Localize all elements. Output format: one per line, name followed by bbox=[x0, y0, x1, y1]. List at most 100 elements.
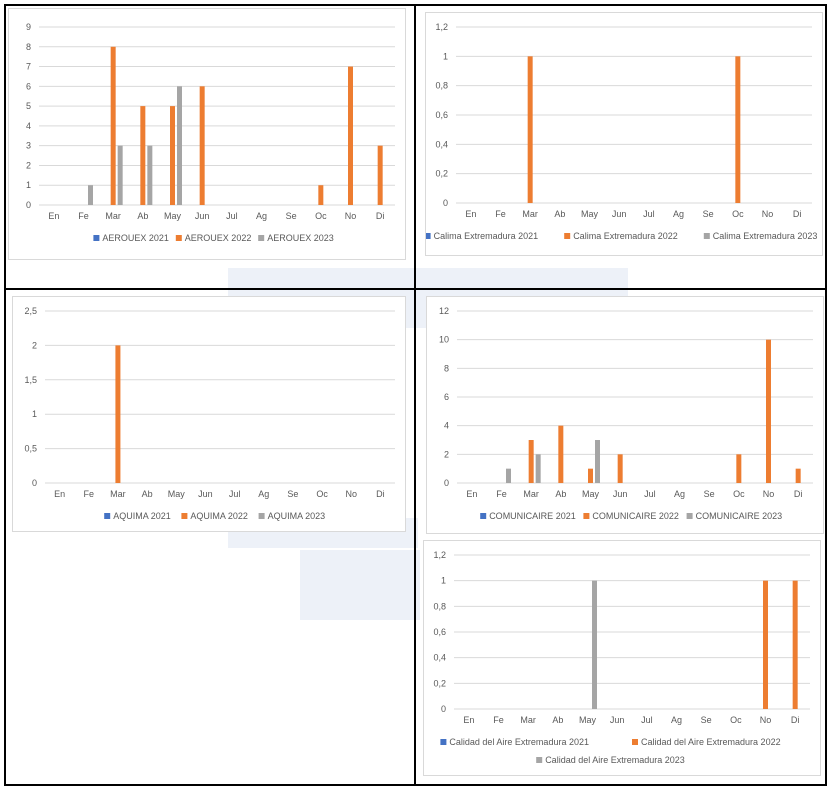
x-tick-label: Ab bbox=[552, 715, 563, 725]
x-tick-label: Oc bbox=[733, 489, 745, 499]
y-tick-label: 8 bbox=[26, 42, 31, 52]
bar bbox=[795, 468, 801, 483]
x-tick-label: Ab bbox=[555, 489, 566, 499]
chart-panel-aerouex: 0 1 2 3 4 5 6 7 8 9 En Fe Mar Ab May Jun Jul Ag Se Oc No Di AE… bbox=[8, 8, 406, 260]
bar bbox=[117, 145, 123, 205]
legend-swatch bbox=[93, 235, 100, 241]
legend-swatch bbox=[426, 233, 431, 239]
x-tick-label: Di bbox=[793, 209, 802, 219]
x-tick-label: En bbox=[463, 715, 474, 725]
x-tick-label: Jul bbox=[643, 209, 655, 219]
x-tick-label: Ab bbox=[142, 489, 153, 499]
legend-swatch bbox=[703, 233, 710, 239]
y-tick-label: 0,4 bbox=[435, 139, 448, 149]
y-tick-label: 2 bbox=[444, 449, 449, 459]
y-tick-label: 0,8 bbox=[433, 601, 446, 611]
legend-swatch bbox=[440, 739, 447, 745]
y-tick-label: 4 bbox=[444, 421, 449, 431]
legend-label: Calidad del Aire Extremadura 2021 bbox=[449, 737, 589, 747]
legend-swatch bbox=[583, 513, 590, 519]
y-tick-label: 2 bbox=[32, 340, 37, 350]
frame-middle-horizontal bbox=[4, 288, 827, 290]
y-tick-label: 0,4 bbox=[433, 653, 446, 663]
x-tick-label: En bbox=[54, 489, 65, 499]
bar bbox=[177, 86, 182, 205]
y-tick-label: 0,2 bbox=[433, 678, 446, 688]
x-tick-label: Oc bbox=[315, 211, 327, 221]
bar bbox=[735, 56, 741, 204]
y-tick-label: 7 bbox=[26, 62, 31, 72]
bar bbox=[115, 345, 121, 483]
x-tick-label: Ag bbox=[674, 489, 685, 499]
x-tick-label: Jul bbox=[229, 489, 241, 499]
legend-swatch bbox=[258, 513, 265, 519]
x-tick-label: No bbox=[763, 489, 775, 499]
chart-panel-calidad-aire: 0 0,2 0,4 0,6 0,8 1 1,2 En Fe Mar Ab May Jun Jul Ag Se O… bbox=[423, 540, 821, 776]
legend-label: AEROUEX 2023 bbox=[267, 233, 334, 243]
x-tick-label: Mar bbox=[110, 489, 126, 499]
x-tick-label: May bbox=[168, 489, 186, 499]
y-tick-label: 1 bbox=[443, 51, 448, 61]
x-tick-label: No bbox=[760, 715, 772, 725]
legend-swatch bbox=[480, 513, 487, 519]
chart-svg-4: 0 0,2 0,4 0,6 0,8 1 1,2 En Fe Mar Ab May Jun Jul Ag Se O… bbox=[433, 550, 810, 765]
bar bbox=[318, 185, 324, 205]
x-tick-label: Se bbox=[704, 489, 715, 499]
y-tick-label: 1 bbox=[26, 180, 31, 190]
y-tick-label: 10 bbox=[439, 335, 449, 345]
x-tick-label: Se bbox=[703, 209, 714, 219]
y-tick-label: 0,5 bbox=[24, 444, 37, 454]
x-tick-label: Se bbox=[286, 211, 297, 221]
y-tick-label: 0 bbox=[441, 704, 446, 714]
x-tick-label: Jun bbox=[613, 489, 628, 499]
bar bbox=[88, 185, 93, 205]
watermark-shape-bottom bbox=[300, 550, 420, 620]
x-tick-label: En bbox=[48, 211, 59, 221]
x-tick-label: Se bbox=[287, 489, 298, 499]
y-tick-label: 1,2 bbox=[435, 22, 448, 32]
legend-label: Calima Extremadura 2021 bbox=[434, 231, 539, 241]
x-tick-label: Fe bbox=[495, 209, 506, 219]
bar bbox=[348, 66, 353, 205]
x-tick-label: Mar bbox=[523, 489, 539, 499]
x-tick-label: Mar bbox=[520, 715, 536, 725]
y-tick-label: 2,5 bbox=[24, 306, 37, 316]
y-tick-label: 0,6 bbox=[435, 110, 448, 120]
bar bbox=[588, 468, 593, 483]
x-tick-label: Oc bbox=[316, 489, 328, 499]
bar bbox=[147, 145, 153, 205]
x-tick-label: Ag bbox=[258, 489, 269, 499]
chart-svg-3: 0 2 4 6 8 10 12 En Fe Mar Ab May Jun Jul Ag Se Oc No Di COM… bbox=[439, 306, 813, 521]
x-tick-label: Di bbox=[376, 489, 385, 499]
y-tick-label: 1,5 bbox=[24, 375, 37, 385]
x-tick-label: Di bbox=[794, 489, 803, 499]
y-tick-label: 0 bbox=[444, 478, 449, 488]
x-tick-label: Se bbox=[701, 715, 712, 725]
chart-panel-calima: 0 0,2 0,4 0,6 0,8 1 1,2 En Fe Mar Ab May Jun Jul Ag Se O… bbox=[425, 12, 823, 256]
x-tick-label: Ab bbox=[554, 209, 565, 219]
y-tick-label: 0 bbox=[443, 198, 448, 208]
y-tick-label: 5 bbox=[26, 101, 31, 111]
x-tick-label: Fe bbox=[493, 715, 504, 725]
x-tick-label: En bbox=[465, 209, 476, 219]
x-tick-label: May bbox=[582, 489, 600, 499]
x-tick-label: Jun bbox=[195, 211, 210, 221]
bar bbox=[535, 454, 541, 483]
legend-label: AQUIMA 2021 bbox=[113, 511, 171, 521]
y-tick-label: 0,2 bbox=[435, 169, 448, 179]
chart-svg-0: 0 1 2 3 4 5 6 7 8 9 En Fe Mar Ab May Jun Jul Ag Se Oc No Di AE… bbox=[26, 22, 395, 243]
bar bbox=[170, 106, 175, 205]
x-tick-label: En bbox=[466, 489, 477, 499]
y-tick-label: 8 bbox=[444, 363, 449, 373]
legend-label: Calima Extremadura 2022 bbox=[573, 231, 678, 241]
legend-swatch bbox=[564, 233, 571, 239]
x-tick-label: Ag bbox=[671, 715, 682, 725]
legend-swatch bbox=[181, 513, 188, 519]
x-tick-label: Fe bbox=[78, 211, 89, 221]
legend-label: COMUNICAIRE 2021 bbox=[489, 511, 576, 521]
chart-panel-aquima: 0 0,5 1 1,5 2 2,5 En Fe Mar Ab May Jun Jul Ag Se Oc No Di… bbox=[12, 296, 406, 532]
x-tick-label: Oc bbox=[730, 715, 742, 725]
x-tick-label: Mar bbox=[105, 211, 121, 221]
x-tick-label: Fe bbox=[83, 489, 94, 499]
chart-svg-1: 0 0,2 0,4 0,6 0,8 1 1,2 En Fe Mar Ab May Jun Jul Ag Se O… bbox=[426, 22, 817, 241]
